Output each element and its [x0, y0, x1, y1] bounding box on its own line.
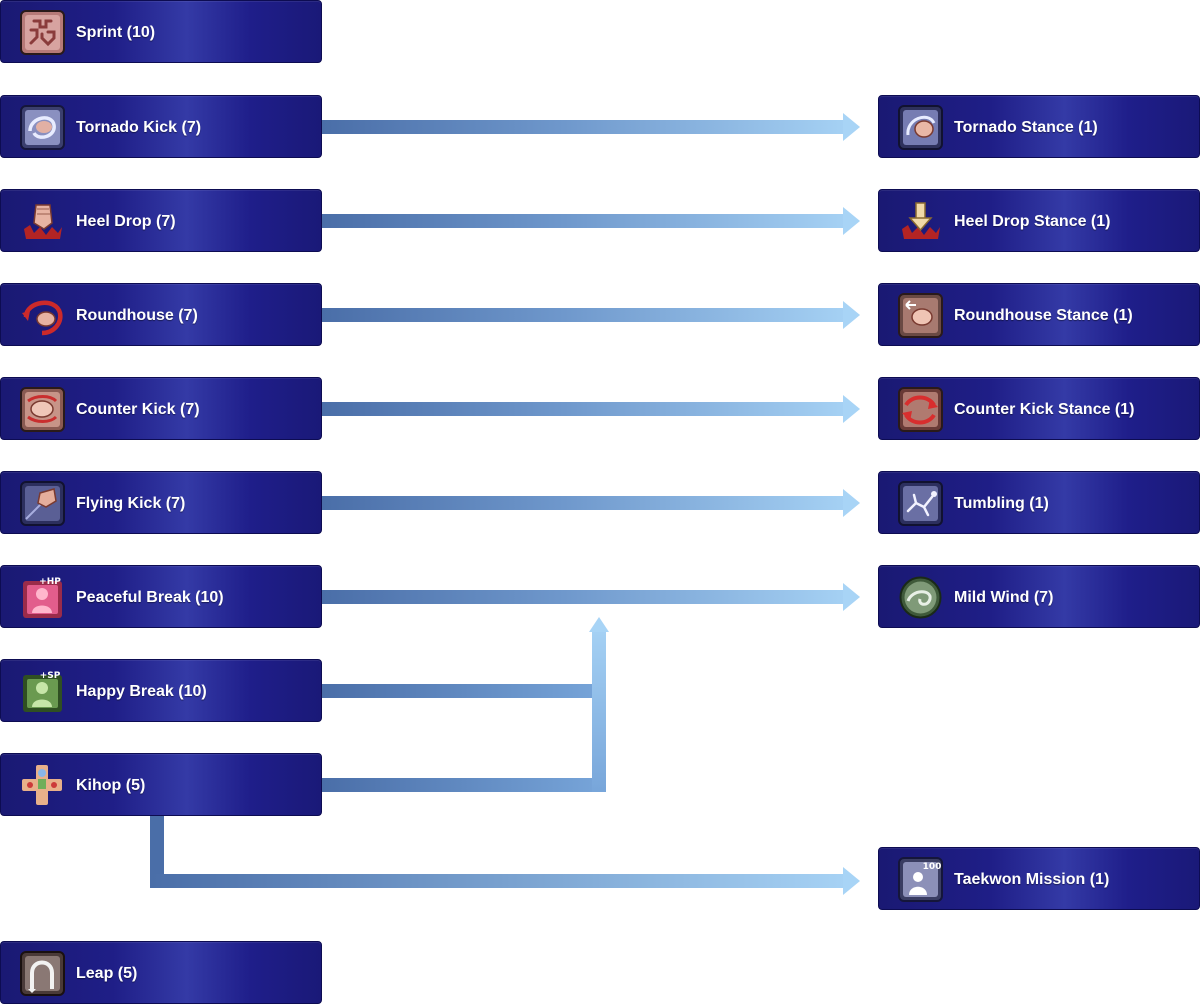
- skill-label: Peaceful Break (10): [76, 589, 224, 606]
- skill-roundhouse-stance[interactable]: Roundhouse Stance (1): [878, 283, 1200, 346]
- connector-counter-kick-to-counter-kick-stance: [322, 395, 860, 423]
- skill-label: Heel Drop (7): [76, 213, 176, 230]
- skill-label: Tornado Stance (1): [954, 119, 1098, 136]
- skill-label: Tumbling (1): [954, 495, 1049, 512]
- connector-kihop-to-mild-wind: [322, 617, 609, 792]
- taekwon-mission-icon: 100: [898, 857, 943, 902]
- counter-kick-stance-icon: [898, 387, 943, 432]
- connector-heel-drop-to-heel-drop-stance: [322, 207, 860, 235]
- skill-kihop[interactable]: Kihop (5): [0, 753, 322, 816]
- kihop-icon: [20, 763, 65, 808]
- sp-badge: +SP: [40, 671, 61, 681]
- skill-counter-kick-stance[interactable]: Counter Kick Stance (1): [878, 377, 1200, 440]
- counter-kick-icon: [20, 387, 65, 432]
- roundhouse-icon: [20, 293, 65, 338]
- connector-kihop-to-taekwon-mission: [150, 815, 860, 895]
- skill-label: Counter Kick Stance (1): [954, 401, 1135, 418]
- flying-kick-icon: [20, 481, 65, 526]
- mild-wind-icon: [898, 575, 943, 620]
- skill-counter-kick[interactable]: Counter Kick (7): [0, 377, 322, 440]
- roundhouse-stance-icon: [898, 293, 943, 338]
- skill-label: Heel Drop Stance (1): [954, 213, 1111, 230]
- leap-icon: [20, 951, 65, 996]
- connector-happy-break-to-mild-wind: [322, 684, 606, 698]
- skill-label: Counter Kick (7): [76, 401, 200, 418]
- skill-happy-break[interactable]: +SP Happy Break (10): [0, 659, 322, 722]
- skill-roundhouse[interactable]: Roundhouse (7): [0, 283, 322, 346]
- tumbling-icon: [898, 481, 943, 526]
- tornado-stance-icon: [898, 105, 943, 150]
- skill-label: Roundhouse (7): [76, 307, 198, 324]
- happy-break-icon: +SP: [20, 669, 65, 714]
- skill-label: Taekwon Mission (1): [954, 871, 1110, 888]
- connector-peaceful-break-to-mild-wind: [322, 583, 860, 611]
- connector-tornado-kick-to-tornado-stance: [322, 113, 860, 141]
- skill-tornado-stance[interactable]: Tornado Stance (1): [878, 95, 1200, 158]
- skill-label: Flying Kick (7): [76, 495, 186, 512]
- tornado-kick-icon: [20, 105, 65, 150]
- skill-sprint[interactable]: Sprint (10): [0, 0, 322, 63]
- heel-drop-icon: [20, 199, 65, 244]
- skill-leap[interactable]: Leap (5): [0, 941, 322, 1004]
- heel-drop-stance-icon: [898, 199, 943, 244]
- skill-heel-drop-stance[interactable]: Heel Drop Stance (1): [878, 189, 1200, 252]
- connector-flying-kick-to-tumbling: [322, 489, 860, 517]
- skill-tumbling[interactable]: Tumbling (1): [878, 471, 1200, 534]
- skill-heel-drop[interactable]: Heel Drop (7): [0, 189, 322, 252]
- skill-label: Sprint (10): [76, 24, 156, 41]
- skill-label: Happy Break (10): [76, 683, 207, 700]
- skill-label: Leap (5): [76, 965, 138, 982]
- skill-label: Kihop (5): [76, 777, 146, 794]
- skill-flying-kick[interactable]: Flying Kick (7): [0, 471, 322, 534]
- skill-taekwon-mission[interactable]: 100 Taekwon Mission (1): [878, 847, 1200, 910]
- skill-label: Roundhouse Stance (1): [954, 307, 1133, 324]
- skill-peaceful-break[interactable]: +HP Peaceful Break (10): [0, 565, 322, 628]
- hp-badge: +HP: [39, 577, 61, 587]
- peaceful-break-icon: +HP: [20, 575, 65, 620]
- skill-mild-wind[interactable]: Mild Wind (7): [878, 565, 1200, 628]
- skill-label: Mild Wind (7): [954, 589, 1054, 606]
- skill-label: Tornado Kick (7): [76, 119, 202, 136]
- connector-roundhouse-to-roundhouse-stance: [322, 301, 860, 329]
- sprint-icon: [20, 10, 65, 55]
- mission-count-badge: 100: [923, 862, 942, 872]
- skill-tornado-kick[interactable]: Tornado Kick (7): [0, 95, 322, 158]
